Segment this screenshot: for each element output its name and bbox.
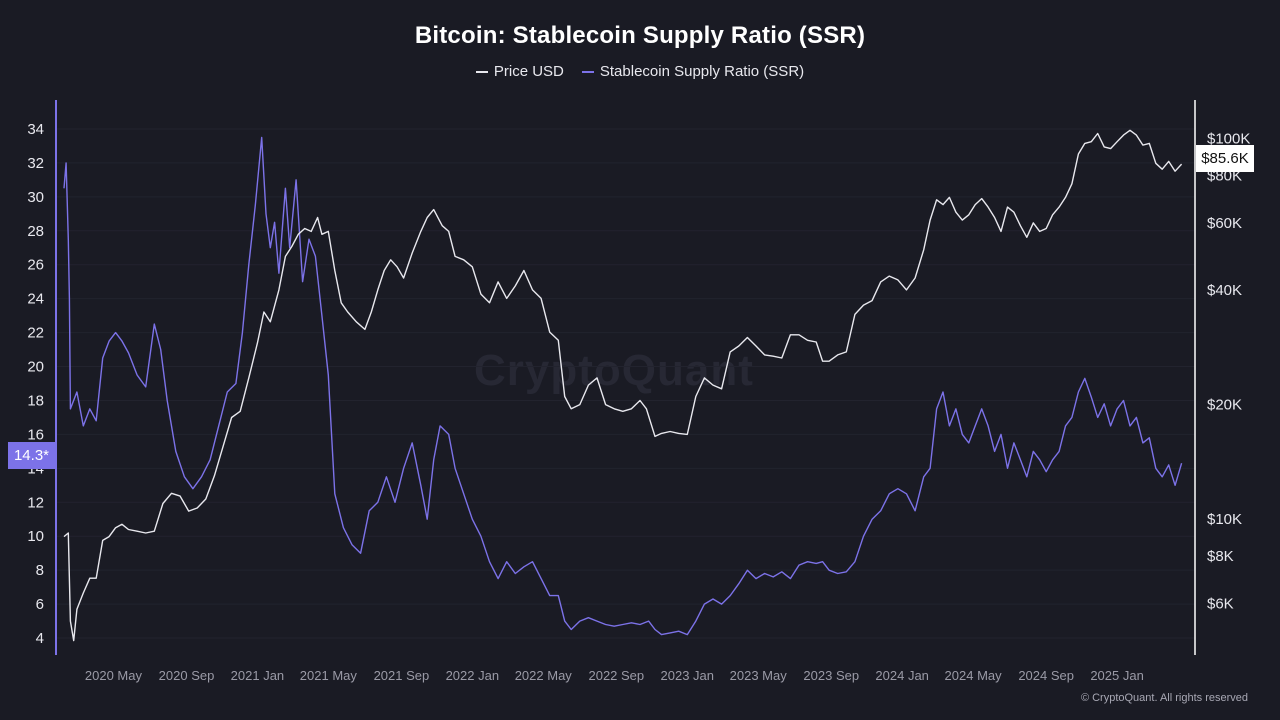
y-left-tick-label: 26: [27, 257, 44, 274]
legend-swatch-price: [475, 70, 488, 73]
current-ssr-badge: 14.3*: [8, 442, 55, 469]
watermark: CryptoQuant: [474, 346, 754, 395]
y-right-tick-label: $6K: [1207, 596, 1234, 613]
x-tick-label: 2021 Sep: [374, 668, 430, 683]
x-tick-label: 2020 May: [85, 668, 143, 683]
y-left-tick-label: 8: [36, 562, 44, 579]
y-left-tick-label: 10: [27, 528, 44, 545]
series-line-price: [63, 129, 1183, 642]
y-right-tick-label: $60K: [1207, 215, 1242, 232]
x-tick-label: 2022 Jan: [446, 668, 500, 683]
y-left-tick-label: 28: [27, 223, 44, 240]
legend: Price USD Stablecoin Supply Ratio (SSR): [0, 63, 1280, 80]
x-tick-label: 2024 Jan: [875, 668, 929, 683]
y-left-tick-label: 12: [27, 494, 44, 511]
x-tick-label: 2020 Sep: [159, 668, 215, 683]
y-right-tick-label: $8K: [1207, 548, 1234, 565]
y-right-tick-label: $20K: [1207, 397, 1242, 414]
y-left-tick-label: 18: [27, 392, 44, 409]
legend-label-ssr: Stablecoin Supply Ratio (SSR): [599, 63, 805, 80]
x-tick-label: 2025 Jan: [1090, 668, 1144, 683]
y-left-tick-label: 24: [27, 291, 44, 308]
copyright: © CryptoQuant. All rights reserved: [1080, 692, 1248, 704]
x-tick-label: 2024 Sep: [1018, 668, 1074, 683]
x-tick-label: 2021 Jan: [231, 668, 285, 683]
y-left-tick-label: 34: [27, 121, 44, 138]
chart-title: Bitcoin: Stablecoin Supply Ratio (SSR): [414, 22, 866, 49]
y-left-tick-label: 20: [27, 359, 44, 376]
current-price-badge: $85.6K: [1196, 145, 1254, 172]
x-tick-label: 2024 May: [945, 668, 1003, 683]
y-left-tick-label: 4: [36, 630, 44, 647]
x-tick-label: 2023 Sep: [803, 668, 859, 683]
y-left-tick-label: 16: [27, 426, 44, 443]
x-tick-label: 2021 May: [300, 668, 358, 683]
x-tick-label: 2022 Sep: [588, 668, 644, 683]
x-tick-label: 2023 May: [730, 668, 788, 683]
legend-item-price[interactable]: Price USD: [475, 63, 564, 80]
y-left-tick-label: 30: [27, 189, 44, 206]
y-right-tick-label: $40K: [1207, 282, 1242, 299]
x-tick-label: 2023 Jan: [661, 668, 715, 683]
y-left-tick-label: 6: [36, 596, 44, 613]
y-right-tick-label: $10K: [1207, 511, 1242, 528]
legend-label-price: Price USD: [493, 63, 564, 80]
legend-swatch-ssr: [581, 70, 594, 73]
legend-item-ssr[interactable]: Stablecoin Supply Ratio (SSR): [581, 63, 805, 80]
y-left-tick-label: 32: [27, 155, 44, 172]
y-right-tick-label: $100K: [1207, 130, 1250, 147]
y-left-tick-label: 22: [27, 325, 44, 342]
x-tick-label: 2022 May: [515, 668, 573, 683]
series-line-ssr: [63, 136, 1183, 636]
